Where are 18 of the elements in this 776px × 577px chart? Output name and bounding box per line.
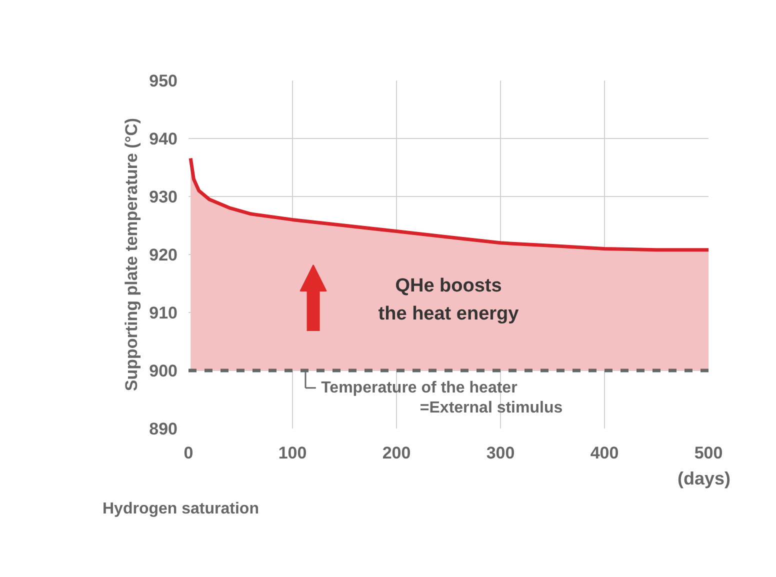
x-tick-label: 400	[590, 444, 619, 462]
y-tick-label: 920	[149, 246, 178, 264]
legend-label: Temperature of the heater =External stimulus	[321, 379, 563, 416]
y-tick-label: 940	[149, 130, 178, 148]
x-tick-label: 300	[486, 444, 515, 462]
x-tick-label: 500	[694, 444, 723, 462]
x-tick-label: 0	[184, 444, 194, 462]
text: Hydrogen saturation	[102, 500, 259, 518]
y-tick-label: 910	[149, 304, 178, 322]
y-tick-label: 930	[149, 188, 178, 206]
y-tick-label: 950	[149, 72, 178, 90]
x-axis-title: (days)	[677, 468, 731, 488]
y-axis-title: Supporting plate temperature (°C)	[122, 118, 142, 392]
x-tick-label: 100	[278, 444, 307, 462]
annotation: QHe boosts the heat energy	[378, 275, 520, 324]
y-tick-label: 890	[149, 420, 178, 438]
y-tick-label: 900	[149, 362, 178, 380]
x-tick-label: 200	[382, 444, 411, 462]
